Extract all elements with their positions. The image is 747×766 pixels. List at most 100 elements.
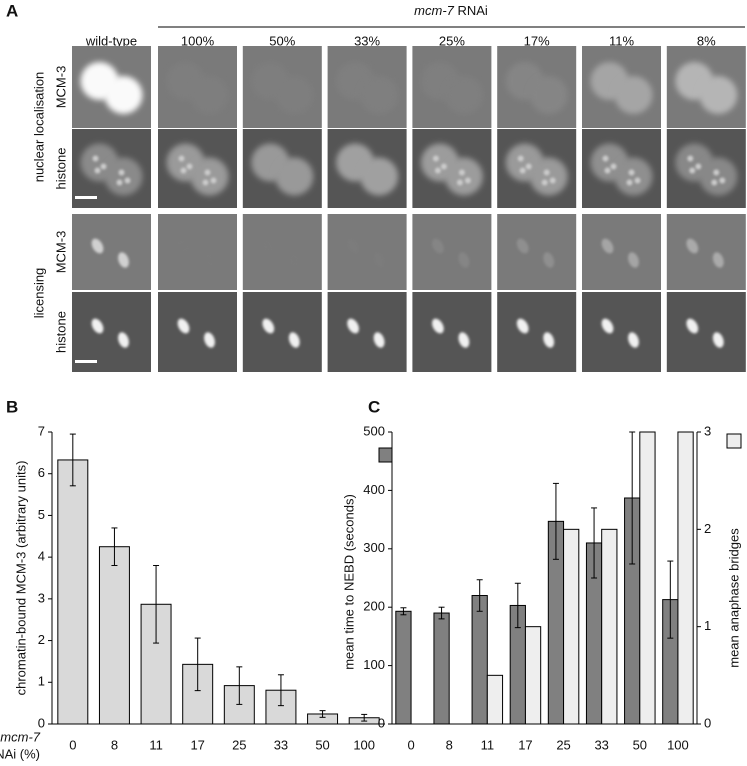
chromosomes — [516, 238, 529, 254]
chromatin — [602, 155, 609, 162]
x-tick-label: 0 — [407, 737, 414, 752]
chromosomes — [516, 318, 529, 334]
micrograph-bg — [242, 292, 322, 372]
chromatin — [116, 179, 123, 186]
chromatin — [434, 167, 441, 174]
y-axis-label: mean time to NEBD (seconds) — [341, 494, 356, 670]
x-tick-label: 8 — [446, 737, 453, 752]
micrograph-bg — [497, 214, 577, 290]
chromatin — [689, 167, 696, 174]
x-tick-label: 100 — [667, 737, 689, 752]
chromosomes — [118, 332, 129, 348]
nucleus — [360, 76, 399, 114]
scale-bar — [75, 196, 97, 199]
chromosomes — [712, 332, 724, 348]
chromosomes — [712, 252, 724, 268]
bar — [486, 674, 504, 725]
y-tick-label: 2 — [38, 632, 45, 647]
error-bar — [629, 431, 636, 565]
chromosomes — [628, 332, 639, 348]
y-tick-label: 500 — [363, 423, 385, 438]
error-bar — [400, 607, 407, 616]
y-tick-label: 0 — [378, 715, 385, 730]
chromosomes — [543, 252, 555, 268]
chromosomes — [347, 318, 359, 334]
chromatin — [440, 163, 447, 170]
nucleus — [190, 157, 229, 196]
chromosomes — [347, 238, 359, 254]
micrograph-bg — [327, 214, 407, 290]
error-bar — [361, 713, 368, 722]
chromatin — [92, 155, 99, 162]
column-label: 33% — [354, 33, 380, 48]
micrograph — [158, 46, 237, 128]
micrograph — [242, 292, 322, 372]
y-tick-label: 0 — [38, 715, 45, 730]
x-tick-label: 11 — [481, 737, 495, 752]
chromosomes — [686, 318, 699, 334]
micrograph — [582, 46, 661, 128]
chromatin — [94, 167, 101, 174]
y-tick-label: 100 — [363, 657, 385, 672]
legend-swatch — [378, 447, 393, 463]
y2-axis-label: mean anaphase bridges — [726, 528, 741, 668]
micrograph — [158, 129, 237, 208]
x-tick-label: 17 — [518, 737, 532, 752]
y-tick-label: 400 — [363, 482, 385, 497]
chromatin — [204, 169, 211, 176]
chromosomes — [91, 238, 104, 254]
chromatin — [719, 177, 726, 184]
x-tick-label: 25 — [556, 737, 570, 752]
chromatin — [525, 163, 532, 170]
micrograph — [666, 46, 746, 128]
bar — [395, 610, 412, 725]
chromatin — [118, 169, 125, 176]
bar — [563, 528, 580, 725]
chromosomes — [262, 238, 275, 254]
y-tick-label: 1 — [38, 674, 45, 689]
chromosomes — [686, 238, 699, 254]
chromosomes — [262, 318, 275, 334]
chromatin — [519, 167, 526, 174]
column-label: wild-type — [85, 33, 137, 48]
chromatin — [202, 179, 209, 186]
chromatin — [456, 179, 463, 186]
chromosomes — [373, 332, 385, 348]
gene-name: mcm-7 — [414, 3, 454, 18]
bar — [98, 546, 130, 725]
micrograph — [158, 214, 237, 290]
chromosomes — [204, 332, 215, 348]
x-axis-label: mcm-7 — [0, 729, 40, 744]
micrograph — [72, 214, 151, 290]
chromatin — [180, 167, 187, 174]
error-bar — [667, 560, 674, 639]
panel-letter: C — [368, 397, 380, 416]
error-bar — [514, 582, 521, 629]
micrograph — [327, 214, 407, 290]
y2-tick-label: 2 — [704, 521, 711, 536]
error-bar — [438, 606, 445, 620]
panel-letter: B — [6, 397, 18, 416]
chromatin — [464, 177, 471, 184]
nucleus — [614, 157, 653, 196]
chromatin — [687, 155, 694, 162]
y-tick-label: 200 — [363, 599, 385, 614]
micrograph-bg — [666, 214, 746, 290]
nucleus — [104, 157, 143, 196]
nucleus — [275, 76, 314, 114]
chromatin — [610, 163, 617, 170]
micrograph — [242, 214, 322, 290]
micrograph — [242, 46, 322, 128]
error-bar — [277, 674, 284, 707]
y-tick-label: 300 — [363, 540, 385, 555]
chromosomes — [458, 332, 470, 348]
error-bar — [591, 507, 598, 579]
micrograph — [158, 292, 237, 372]
chromatin — [628, 169, 635, 176]
x-tick-label: 25 — [232, 737, 246, 752]
row-label: MCM-3 — [53, 66, 68, 109]
chromatin — [517, 155, 524, 162]
row-label: MCM-3 — [53, 231, 68, 274]
micrograph-bg — [497, 292, 577, 372]
